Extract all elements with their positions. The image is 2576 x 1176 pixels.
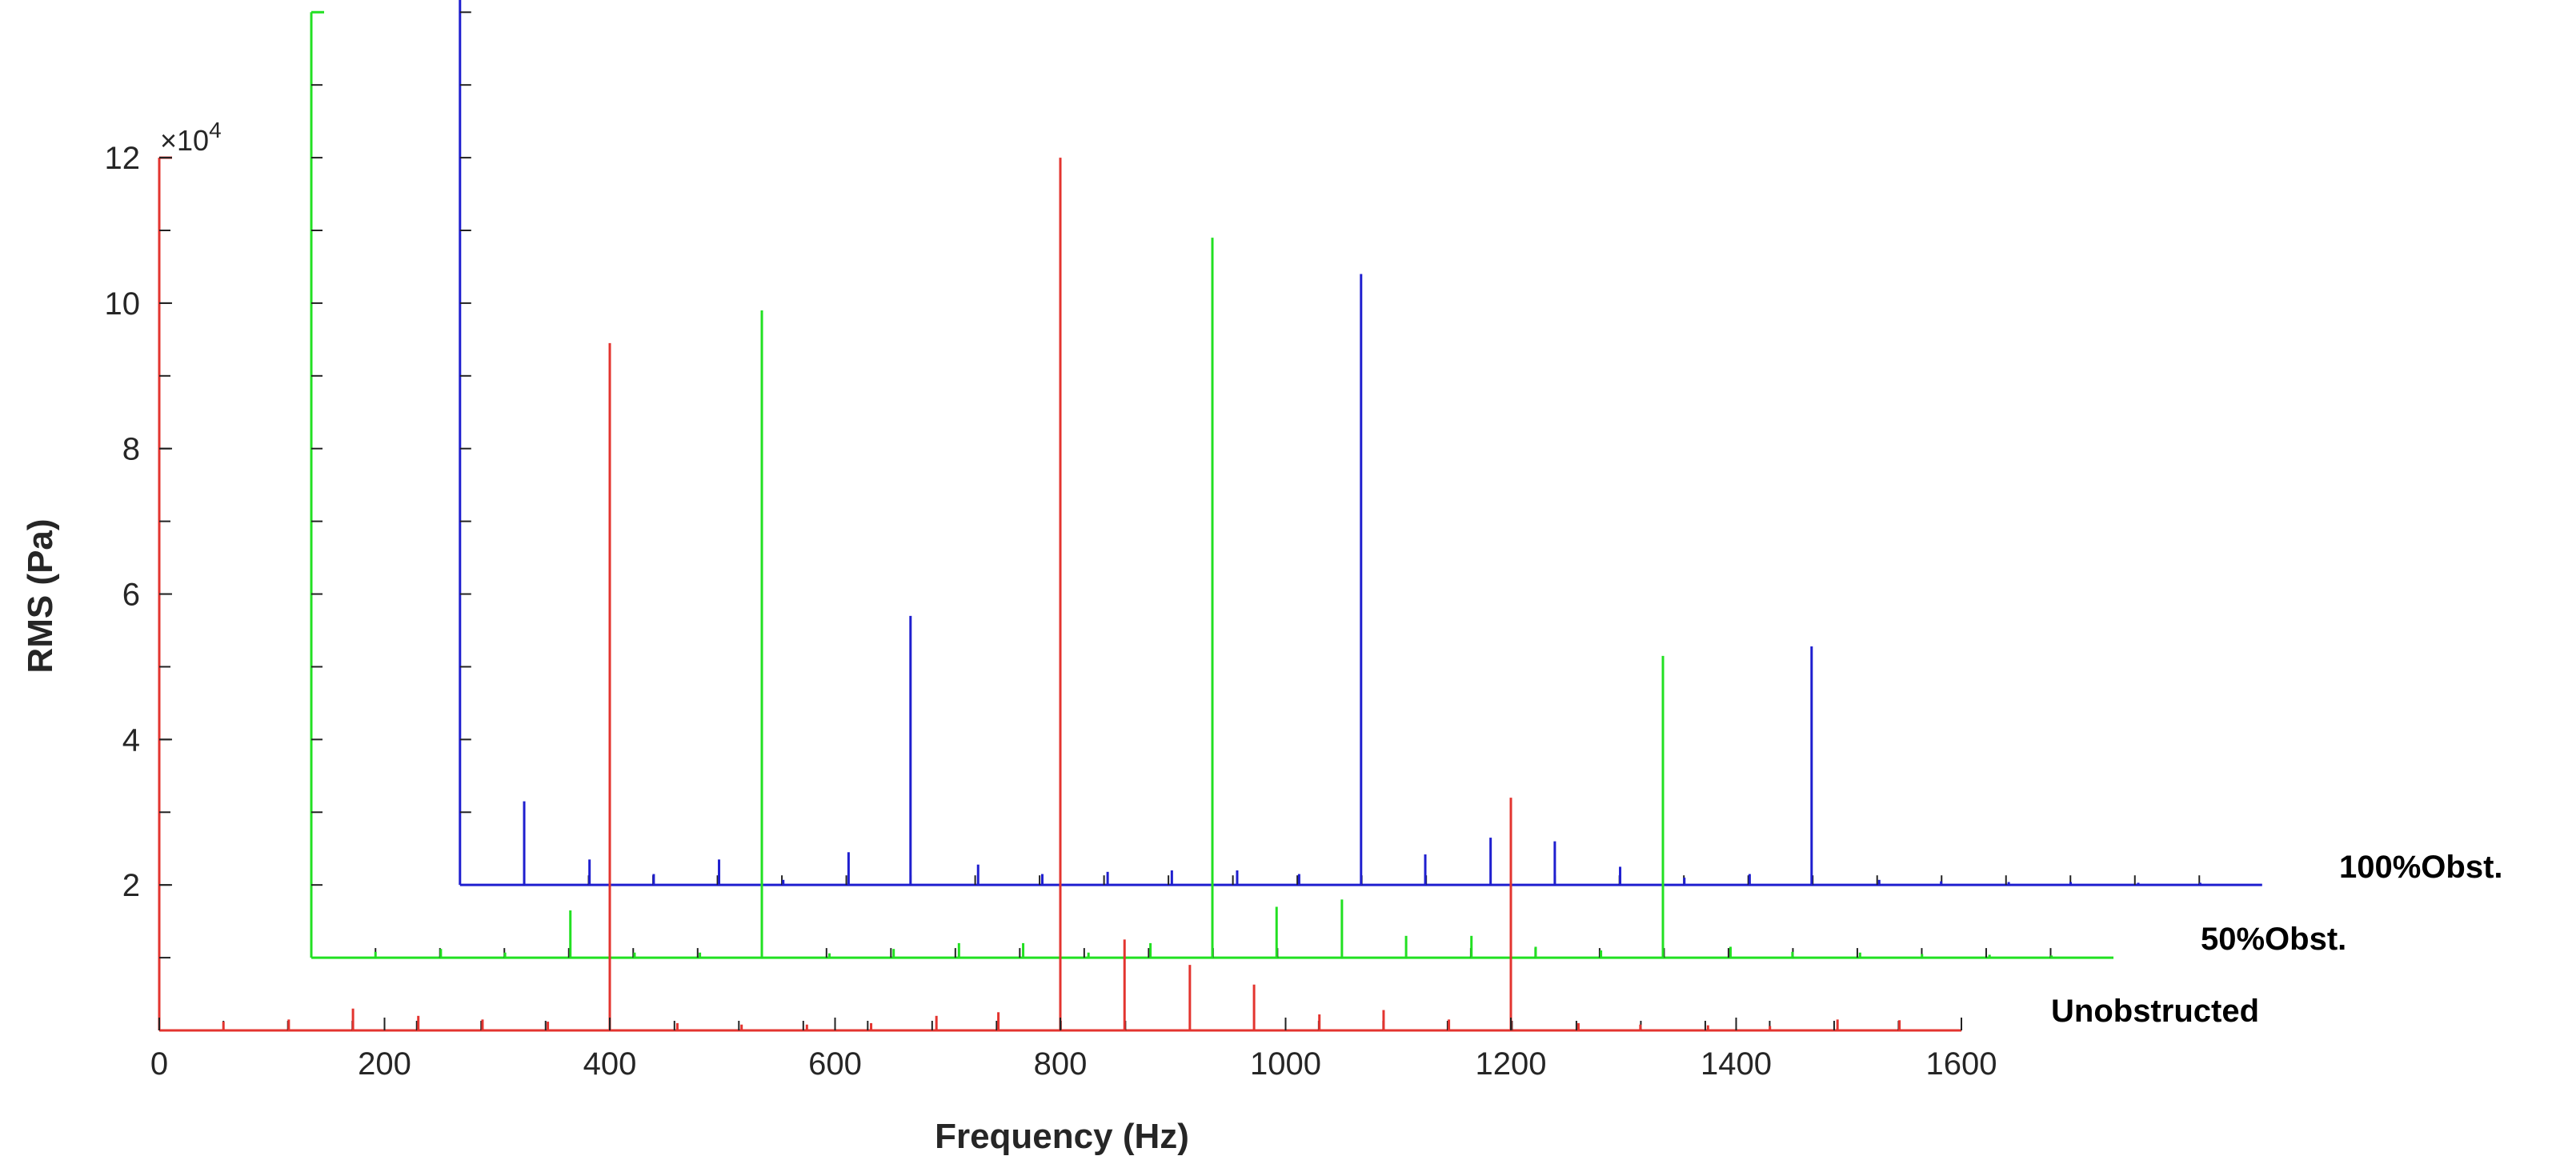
axes-layer: 0 200 400 600 800 1000 1200 1400 1600 2 4 6 8 10 12 bbox=[105, 141, 1997, 1082]
y-axis-title: RMS (Pa) bbox=[21, 518, 60, 673]
x-tick-label: 1600 bbox=[1926, 1046, 1997, 1082]
x-tick-label: 200 bbox=[358, 1046, 411, 1082]
y-exponent-power: 4 bbox=[209, 118, 222, 142]
y-exponent-label: ×104 bbox=[160, 118, 222, 157]
series-label: Unobstructed bbox=[2051, 994, 2259, 1029]
series-50-obst-: 50%Obst. bbox=[310, 10, 2346, 959]
svg-text:×104: ×104 bbox=[160, 118, 222, 157]
y-exponent-base: ×10 bbox=[160, 124, 209, 157]
series-100-obst-: 100%Obst. bbox=[459, 0, 2503, 886]
series-label: 100%Obst. bbox=[2339, 850, 2503, 885]
x-tick-label: 1200 bbox=[1476, 1046, 1547, 1082]
x-axis-title: Frequency (Hz) bbox=[935, 1117, 1189, 1156]
y-tick-label: 8 bbox=[122, 432, 140, 467]
x-tick-label: 0 bbox=[150, 1046, 168, 1082]
y-tick-label: 4 bbox=[122, 722, 140, 758]
y-tick-label: 2 bbox=[122, 868, 140, 903]
y-tick-label: 10 bbox=[105, 286, 141, 322]
y-tick-label: 6 bbox=[122, 578, 140, 613]
x-tick-label: 1400 bbox=[1701, 1046, 1772, 1082]
x-tick-label: 400 bbox=[583, 1046, 637, 1082]
series-label: 50%Obst. bbox=[2201, 922, 2346, 957]
y-tick-label: 12 bbox=[105, 141, 141, 176]
x-tick-label: 800 bbox=[1034, 1046, 1088, 1082]
x-tick-label: 600 bbox=[808, 1046, 862, 1082]
series-unobstructed: Unobstructed bbox=[158, 156, 2259, 1032]
series-layer: 100%Obst. 50%Obst. Unobstructed bbox=[158, 0, 2503, 1032]
x-tick-label: 1000 bbox=[1250, 1046, 1321, 1082]
